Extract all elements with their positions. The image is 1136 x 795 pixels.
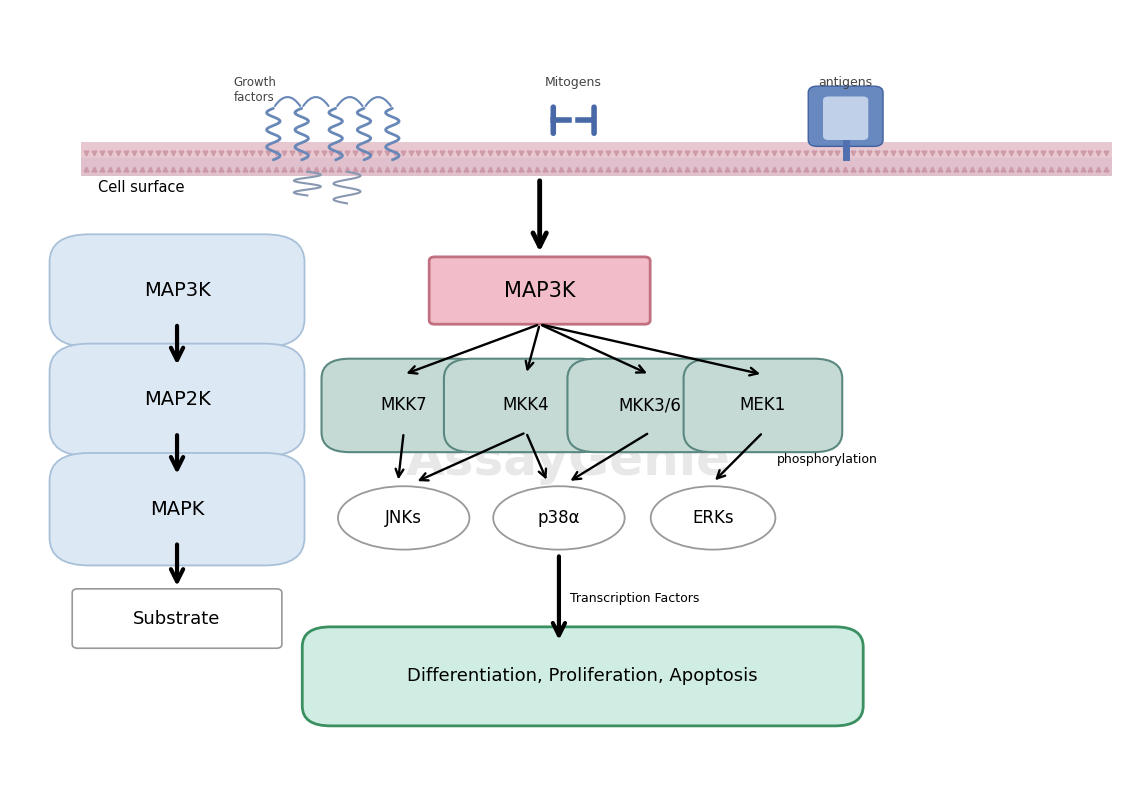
- Text: Growth
factors: Growth factors: [234, 76, 276, 104]
- Ellipse shape: [651, 487, 776, 549]
- FancyBboxPatch shape: [808, 86, 883, 146]
- FancyBboxPatch shape: [50, 343, 304, 456]
- Text: JNKs: JNKs: [385, 509, 423, 527]
- Ellipse shape: [337, 487, 469, 549]
- Text: MAP2K: MAP2K: [143, 390, 210, 409]
- Text: AssayGenie: AssayGenie: [406, 437, 730, 485]
- Text: Transcription Factors: Transcription Factors: [570, 591, 700, 605]
- FancyBboxPatch shape: [568, 359, 732, 452]
- Text: Mitogens: Mitogens: [545, 76, 602, 88]
- Text: antigens: antigens: [819, 76, 872, 88]
- FancyBboxPatch shape: [822, 96, 868, 140]
- FancyBboxPatch shape: [50, 453, 304, 565]
- FancyBboxPatch shape: [73, 589, 282, 648]
- Text: Substrate: Substrate: [133, 610, 220, 627]
- Text: MKK7: MKK7: [381, 397, 427, 414]
- Text: p38α: p38α: [537, 509, 580, 527]
- Text: MKK3/6: MKK3/6: [618, 397, 680, 414]
- FancyBboxPatch shape: [81, 142, 1112, 160]
- FancyBboxPatch shape: [684, 359, 842, 452]
- Text: Cell surface: Cell surface: [98, 180, 184, 195]
- Ellipse shape: [493, 487, 625, 549]
- Text: MAP3K: MAP3K: [504, 281, 576, 301]
- FancyBboxPatch shape: [302, 626, 863, 726]
- Text: MAPK: MAPK: [150, 500, 204, 518]
- Text: ERKs: ERKs: [692, 509, 734, 527]
- FancyBboxPatch shape: [429, 257, 650, 324]
- FancyBboxPatch shape: [321, 359, 486, 452]
- Text: phosphorylation: phosphorylation: [777, 453, 877, 466]
- Text: MAP3K: MAP3K: [143, 281, 210, 300]
- Text: Differentiation, Proliferation, Apoptosis: Differentiation, Proliferation, Apoptosi…: [408, 667, 758, 685]
- FancyBboxPatch shape: [50, 235, 304, 347]
- FancyBboxPatch shape: [444, 359, 608, 452]
- Text: MKK4: MKK4: [503, 397, 550, 414]
- FancyBboxPatch shape: [81, 158, 1112, 176]
- Text: MEK1: MEK1: [740, 397, 786, 414]
